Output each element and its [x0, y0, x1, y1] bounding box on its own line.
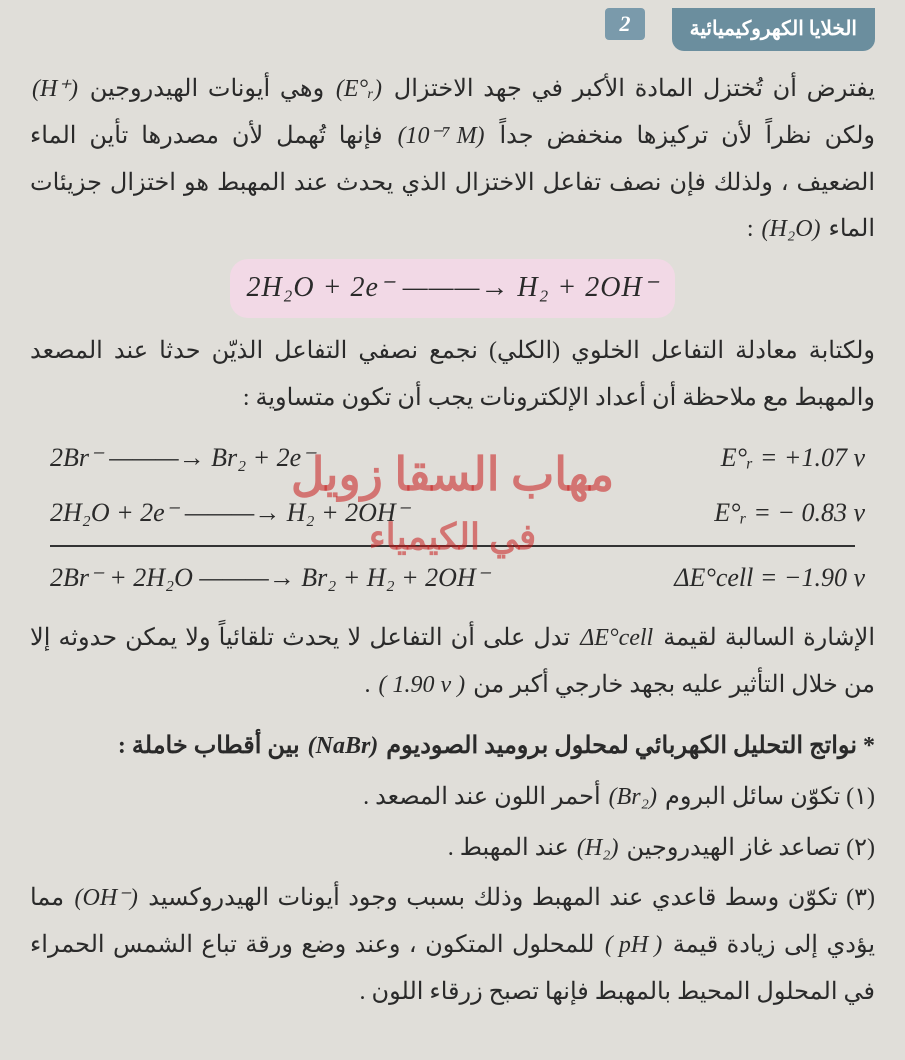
- li1-text-a: (١) تكوّن سائل البروم: [659, 784, 875, 810]
- paragraph-1: يفترض أن تُختزل المادة الأكبر في جهد الا…: [30, 66, 875, 253]
- body-text: يفترض أن تُختزل المادة الأكبر في جهد الا…: [30, 66, 875, 1016]
- li3-text-a: (٣) تكوّن وسط قاعدي عند المهبط وذلك بسبب…: [140, 885, 875, 911]
- p3-text-a: الإشارة السالبة لقيمة: [655, 625, 875, 651]
- math-h-plus: (H⁺): [30, 66, 80, 113]
- li1-text-b: أحمر اللون عند المصعد .: [363, 784, 601, 810]
- equation-row-3: 2Br⁻ + 2H₂O ———→ Br₂ + H₂ + 2OH⁻ ΔE°cell…: [30, 551, 875, 606]
- math-h2: (H₂): [575, 825, 621, 872]
- list-item-1: (١) تكوّن سائل البروم (Br₂) أحمر اللون ع…: [30, 774, 875, 821]
- math-concentration: (10⁻⁷ M): [396, 113, 487, 160]
- equation-block: 2Br⁻ ———→ Br₂ + 2e⁻ E°ᵣ = +1.07 v 2H₂O +…: [30, 431, 875, 605]
- math-voltage: ( 1.90 v ): [376, 662, 467, 709]
- section-number-badge: 2: [605, 8, 645, 40]
- math-nabr: (NaBr): [306, 723, 381, 770]
- math-h2o: (H₂O): [760, 206, 823, 253]
- paragraph-3: الإشارة السالبة لقيمة ΔE°cell تدل على أن…: [30, 615, 875, 709]
- heading-text-a: * نواتج التحليل الكهربائي لمحلول بروميد …: [380, 733, 875, 759]
- equation-row-1: 2Br⁻ ———→ Br₂ + 2e⁻ E°ᵣ = +1.07 v: [30, 431, 875, 486]
- eq1-left: 2Br⁻ ———→ Br₂ + 2e⁻: [30, 433, 610, 484]
- p1-text-b: وهي أيونات الهيدروجين: [80, 76, 324, 102]
- p1-text-a: يفترض أن تُختزل المادة الأكبر في جهد الا…: [384, 76, 875, 102]
- equation-row-2: 2H₂O + 2e⁻ ———→ H₂ + 2OH⁻ E°ᵣ = − 0.83 v: [30, 486, 875, 541]
- math-delta-e-cell: ΔE°cell: [578, 615, 655, 662]
- eq2-right: E°ᵣ = − 0.83 v: [610, 488, 875, 539]
- eq3-right: ΔE°cell = −1.90 v: [610, 553, 875, 604]
- li2-text-b: عند المهبط .: [448, 835, 569, 861]
- heading-text-b: بين أقطاب خاملة :: [118, 733, 300, 759]
- math-oh-minus: (OH⁻): [73, 875, 140, 922]
- p1-text-c: ولكن نظراً لأن تركيزها منخفض جداً: [487, 123, 875, 149]
- chapter-tab: الخلايا الكهروكيميائية: [672, 8, 875, 51]
- p1-text-e: :: [747, 216, 754, 242]
- math-br2: (Br₂): [607, 774, 659, 821]
- equation-water-reduction: 2H₂O + 2e⁻ ———→ H₂ + 2OH⁻: [230, 259, 674, 318]
- eq3-left: 2Br⁻ + 2H₂O ———→ Br₂ + H₂ + 2OH⁻: [30, 553, 610, 604]
- list-item-2: (٢) تصاعد غاز الهيدروجين (H₂) عند المهبط…: [30, 825, 875, 872]
- math-ph: ( pH ): [603, 922, 664, 969]
- math-e-reduction: (E°ᵣ): [334, 66, 384, 113]
- equation-divider-line: [50, 545, 855, 547]
- li2-text-a: (٢) تصاعد غاز الهيدروجين: [621, 835, 875, 861]
- paragraph-2: ولكتابة معادلة التفاعل الخلوي (الكلي) نج…: [30, 328, 875, 422]
- textbook-page: الخلايا الكهروكيميائية 2 مهاب السقا زويل…: [0, 0, 905, 1060]
- eq2-left: 2H₂O + 2e⁻ ———→ H₂ + 2OH⁻: [30, 488, 610, 539]
- equation-highlighted: 2H₂O + 2e⁻ ———→ H₂ + 2OH⁻: [30, 259, 875, 318]
- results-heading: * نواتج التحليل الكهربائي لمحلول بروميد …: [30, 723, 875, 770]
- list-item-3: (٣) تكوّن وسط قاعدي عند المهبط وذلك بسبب…: [30, 875, 875, 1015]
- p3-text-c: .: [364, 672, 370, 698]
- eq1-right: E°ᵣ = +1.07 v: [610, 433, 875, 484]
